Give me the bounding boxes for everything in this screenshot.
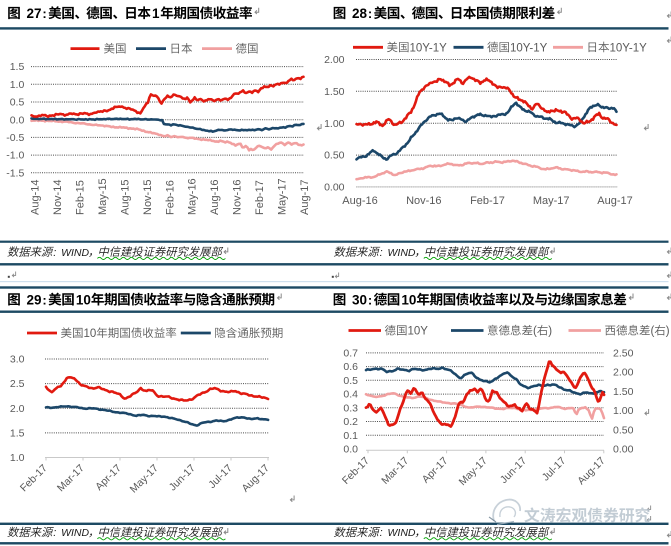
svg-text:0.50: 0.50 [613,424,634,436]
svg-text:10Y-1Y: 10Y-1Y [610,42,648,54]
svg-text:Feb-15: Feb-15 [74,180,86,215]
svg-text:0.1: 0.1 [343,430,358,442]
svg-text:10Y: 10Y [408,326,429,338]
svg-text:1.50: 1.50 [613,386,634,398]
svg-text:10: 10 [84,328,97,340]
svg-text:0.7: 0.7 [343,348,358,360]
svg-text:27: 27 [27,6,42,21]
svg-text:2.50: 2.50 [613,348,634,360]
svg-text:10Y-1Y: 10Y-1Y [510,42,548,54]
svg-text:Feb-17: Feb-17 [470,195,505,207]
svg-text:WIND: WIND [61,247,89,259]
svg-text:Feb-17: Feb-17 [254,180,266,215]
svg-text:Nov-16: Nov-16 [406,195,441,207]
svg-text:0.0: 0.0 [343,444,358,456]
svg-text:0.50: 0.50 [324,150,345,162]
svg-text:(: ( [533,326,537,338]
svg-text:2.00: 2.00 [613,367,634,379]
svg-text:Nov-16: Nov-16 [232,180,244,215]
svg-text:Aug-14: Aug-14 [30,180,42,215]
svg-text:May-16: May-16 [187,178,199,215]
svg-text:0.0: 0.0 [10,114,25,126]
svg-text:(: ( [651,326,655,338]
svg-text:3.0: 3.0 [10,354,25,366]
svg-text:10: 10 [401,292,416,307]
svg-text:WIND: WIND [388,247,416,259]
svg-text:1.5: 1.5 [10,61,25,73]
svg-text:0.2: 0.2 [343,416,358,428]
svg-text:1.0: 1.0 [10,452,25,464]
svg-text:Nov-14: Nov-14 [52,180,64,215]
svg-text:10Y-1Y: 10Y-1Y [410,42,448,54]
svg-text::: : [380,247,383,259]
svg-text:0.4: 0.4 [343,389,358,401]
svg-text:1.5: 1.5 [10,428,25,440]
svg-text::: : [368,6,372,21]
svg-text:): ) [548,326,552,338]
svg-text:1.0: 1.0 [10,79,25,91]
svg-text:1.00: 1.00 [613,405,634,417]
svg-text:Feb-16: Feb-16 [164,180,176,215]
svg-text:2.00: 2.00 [324,54,345,66]
svg-text::: : [380,527,383,539]
svg-text:WIND: WIND [61,527,89,539]
svg-text:0.3: 0.3 [343,402,358,414]
svg-text:0.00: 0.00 [324,182,345,194]
svg-text:29: 29 [27,292,42,307]
svg-text:-1.0: -1.0 [6,150,24,162]
svg-text::: : [53,527,56,539]
svg-text:1: 1 [152,6,160,21]
svg-text:0.6: 0.6 [343,361,358,373]
svg-text:0.5: 0.5 [10,97,25,109]
svg-text:2.5: 2.5 [10,378,25,390]
svg-text:-1.5: -1.5 [6,167,24,179]
svg-text:May-15: May-15 [97,178,109,215]
svg-text:Aug-17: Aug-17 [597,195,632,207]
svg-text:1.50: 1.50 [324,86,345,98]
svg-text:2.0: 2.0 [10,403,25,415]
svg-text::: : [368,292,372,307]
svg-text::: : [42,6,46,21]
svg-text:Aug-16: Aug-16 [342,195,377,207]
svg-text::: : [53,247,56,259]
svg-text:1.00: 1.00 [324,118,345,130]
svg-text:May-17: May-17 [533,195,570,207]
svg-text:-0.5: -0.5 [6,132,24,144]
svg-text:28: 28 [352,6,368,21]
svg-text:Aug-16: Aug-16 [209,180,221,215]
svg-text:Nov-15: Nov-15 [142,180,154,215]
svg-text:May-17: May-17 [277,178,289,215]
svg-text:): ) [666,326,670,338]
svg-text:10: 10 [76,292,91,307]
svg-text::: : [42,292,46,307]
svg-text:0.00: 0.00 [613,444,634,456]
svg-text:WIND: WIND [388,527,416,539]
svg-text:Aug-17: Aug-17 [299,180,311,215]
svg-text:30: 30 [352,292,367,307]
svg-text:0.5: 0.5 [343,375,358,387]
svg-text:Aug-15: Aug-15 [119,180,131,215]
